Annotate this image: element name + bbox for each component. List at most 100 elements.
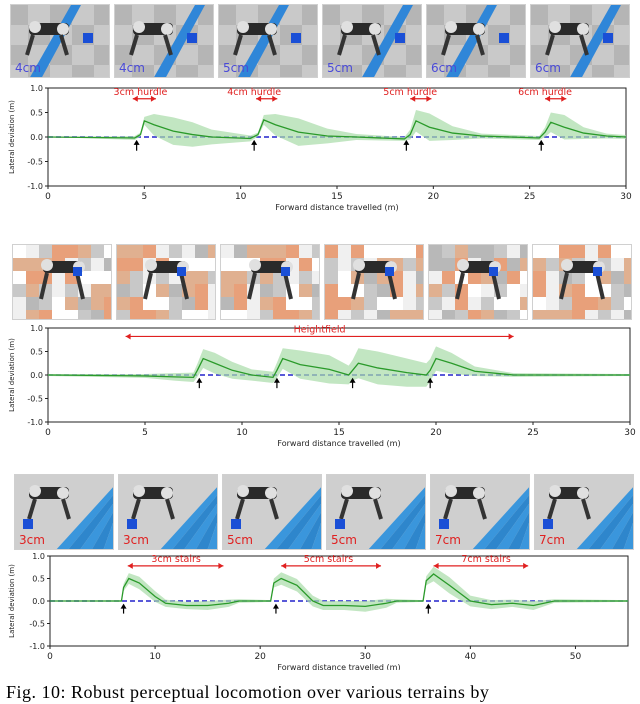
terrain-tile: [234, 310, 247, 319]
terrain-tile: [260, 297, 273, 310]
thumbnail: 3cm: [14, 474, 114, 550]
x-tick-label: 15: [333, 428, 344, 438]
floor-tile: [488, 65, 510, 77]
deviation-line: [47, 118, 627, 140]
thumbnail: [532, 244, 632, 320]
terrain-tile: [130, 271, 143, 284]
terrain-tile: [65, 245, 78, 258]
terrain-tile: [273, 245, 286, 258]
terrain-tile: [455, 297, 468, 310]
terrain-tile: [611, 258, 624, 271]
floor-tile: [427, 45, 444, 65]
terrain-tile: [442, 271, 455, 284]
terrain-tile: [533, 297, 546, 310]
terrain-tile: [546, 271, 559, 284]
cube: [187, 33, 197, 43]
deviation-line: [50, 573, 628, 608]
terrain-tile: [169, 284, 182, 297]
terrain-tile: [624, 271, 631, 284]
terrain-tile: [364, 271, 377, 284]
stair-step: [508, 512, 529, 549]
terrain-tile: [65, 310, 78, 319]
obstacle-arrow-head: [273, 377, 280, 383]
floor-tile: [280, 65, 302, 77]
heightfield-scene-image: [221, 245, 319, 319]
y-axis-label: Lateral deviation (m): [8, 564, 16, 638]
stairs-scene-image: [223, 475, 321, 549]
x-tick-label: 5: [141, 192, 147, 202]
y-axis-label: Lateral deviation (m): [8, 338, 16, 412]
robot-joint: [457, 259, 469, 271]
x-tick-label: 25: [524, 192, 535, 202]
annotation-arrowhead: [272, 95, 278, 102]
thumbnail-label: 6cm: [431, 61, 457, 75]
x-tick-label: 20: [430, 428, 442, 438]
terrain-tile: [130, 258, 143, 271]
thumbnail: [428, 244, 528, 320]
terrain-tile: [533, 284, 546, 297]
terrain-tile: [559, 297, 572, 310]
terrain-tile: [442, 258, 455, 271]
cube: [439, 519, 449, 529]
robot-joint: [561, 259, 573, 271]
terrain-tile: [533, 258, 546, 271]
floor-tile: [548, 65, 570, 77]
annotation-arrowhead: [132, 95, 138, 102]
x-tick-label: 30: [624, 428, 636, 438]
thumbnail-label: 5cm: [223, 61, 249, 75]
terrain-tile: [299, 258, 312, 271]
floor-tile: [531, 5, 548, 25]
terrain-tile: [585, 310, 598, 319]
thumbnail: 7cm: [534, 474, 634, 550]
terrain-tile: [507, 310, 520, 319]
terrain-tile: [260, 271, 273, 284]
terrain-tile: [221, 245, 234, 258]
terrain-tile: [325, 245, 338, 258]
deviation-band: [50, 566, 628, 612]
heightfield-scene-image: [13, 245, 111, 319]
robot-leg: [163, 34, 173, 56]
y-tick-label: 0.0: [30, 133, 43, 142]
terrain-tile: [182, 245, 195, 258]
floor-tile: [176, 65, 198, 77]
terrain-tile: [104, 297, 111, 310]
terrain-tile: [13, 245, 26, 258]
terrain-tile: [247, 245, 260, 258]
x-tick-label: 50: [570, 652, 582, 662]
terrain-tile: [533, 245, 546, 258]
hurdle-scene-image: [531, 5, 629, 77]
y-tick-label: -0.5: [27, 395, 43, 404]
stairs-scene-image: [327, 475, 425, 549]
terrain-tile: [299, 310, 312, 319]
terrain-tile: [390, 245, 403, 258]
terrain-tile: [442, 245, 455, 258]
terrain-tile: [13, 258, 26, 271]
terrain-tile: [520, 310, 527, 319]
robot-joint: [161, 23, 173, 35]
deviation-band: [48, 110, 626, 147]
terrain-tile: [247, 310, 260, 319]
terrain-tile: [416, 297, 423, 310]
deviation-band: [48, 346, 630, 387]
terrain-tile: [117, 271, 130, 284]
terrain-tile: [455, 310, 468, 319]
terrain-tile: [377, 297, 390, 310]
floor-tile: [198, 45, 213, 65]
robot-leg: [25, 34, 35, 56]
terrain-tile: [299, 297, 312, 310]
terrain-tile: [208, 258, 215, 271]
hurdle-bar: [570, 5, 621, 77]
obstacle-arrow-head: [427, 377, 434, 383]
terrain-tile: [546, 310, 559, 319]
floor-tile: [302, 5, 317, 25]
terrain-tile: [312, 245, 319, 258]
terrain-tile: [468, 297, 481, 310]
terrain-tile: [494, 245, 507, 258]
thumbnail-label: 5cm: [227, 533, 253, 547]
annotation-label: 4cm hurdle: [227, 87, 281, 98]
terrain-tile: [468, 245, 481, 258]
terrain-tile: [611, 284, 624, 297]
terrain-tile: [91, 310, 104, 319]
thumbnail: [116, 244, 216, 320]
terrain-tile: [52, 310, 65, 319]
